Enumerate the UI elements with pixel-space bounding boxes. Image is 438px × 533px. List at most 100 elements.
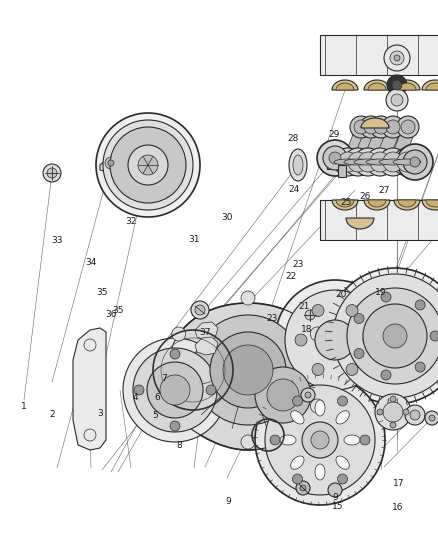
Polygon shape [332,80,358,90]
Polygon shape [336,83,354,90]
Circle shape [397,144,433,180]
Circle shape [383,152,403,172]
Circle shape [403,409,409,415]
Text: 30: 30 [221,213,233,222]
Circle shape [338,152,358,172]
Text: 28: 28 [287,134,298,143]
Text: 23: 23 [292,261,304,269]
Circle shape [110,127,186,203]
Circle shape [285,290,385,390]
Text: 24: 24 [289,185,300,193]
Circle shape [384,45,410,71]
Circle shape [334,148,362,176]
Circle shape [415,362,425,372]
Circle shape [123,338,227,442]
Text: 35: 35 [96,288,107,296]
Circle shape [241,435,255,449]
Circle shape [370,152,390,172]
Circle shape [270,435,280,445]
Circle shape [381,292,391,302]
Circle shape [315,320,355,360]
Circle shape [347,288,438,384]
Polygon shape [100,155,122,175]
Circle shape [108,160,114,166]
Circle shape [170,349,180,359]
Circle shape [425,411,438,425]
Circle shape [346,304,358,317]
Circle shape [329,152,341,164]
Circle shape [105,157,117,169]
Ellipse shape [291,456,304,469]
Circle shape [310,399,324,413]
Circle shape [302,422,338,458]
Circle shape [415,300,425,310]
Ellipse shape [289,149,307,181]
Circle shape [191,301,209,319]
Circle shape [160,375,190,405]
Polygon shape [361,118,389,128]
Text: 37: 37 [199,328,211,336]
Text: 5: 5 [152,411,159,420]
Text: 4: 4 [133,393,138,401]
Ellipse shape [293,155,303,175]
Polygon shape [368,83,386,90]
Polygon shape [364,80,390,90]
Text: 9: 9 [332,493,338,502]
Ellipse shape [280,435,296,445]
Text: 26: 26 [359,192,371,200]
Circle shape [172,327,186,341]
Circle shape [358,152,378,172]
Circle shape [310,327,324,341]
Circle shape [387,75,407,95]
Circle shape [374,120,388,134]
Text: 17: 17 [393,480,404,488]
Text: 6: 6 [155,393,161,401]
Ellipse shape [379,159,407,165]
Circle shape [397,116,419,138]
Bar [320,200,438,240]
Circle shape [210,332,286,408]
Circle shape [391,94,403,106]
Polygon shape [356,132,378,152]
Circle shape [382,116,404,138]
Bar [327,155,345,169]
Circle shape [397,152,417,172]
Circle shape [392,80,402,90]
Polygon shape [336,200,354,207]
Circle shape [296,481,310,495]
Circle shape [354,148,382,176]
Circle shape [390,422,396,428]
Circle shape [363,304,427,368]
Polygon shape [393,132,415,152]
Ellipse shape [336,456,349,469]
Circle shape [348,152,368,172]
Circle shape [265,385,375,495]
Polygon shape [332,200,358,210]
Circle shape [364,120,378,134]
Polygon shape [346,218,374,229]
Circle shape [47,168,57,178]
Bar [338,165,346,177]
Polygon shape [195,322,218,340]
Ellipse shape [344,159,372,165]
Ellipse shape [291,411,304,424]
Circle shape [223,345,273,395]
Circle shape [327,268,438,404]
Text: 29: 29 [328,131,339,139]
Circle shape [275,280,395,400]
Circle shape [354,313,364,324]
Circle shape [360,116,382,138]
Ellipse shape [315,400,325,416]
Circle shape [401,120,415,134]
Circle shape [381,370,391,380]
Circle shape [312,304,324,317]
Polygon shape [422,200,438,210]
Circle shape [311,431,329,449]
Circle shape [377,409,383,415]
Circle shape [134,385,144,395]
Circle shape [301,388,315,402]
Circle shape [305,392,311,398]
Circle shape [430,331,438,341]
Text: 23: 23 [266,314,277,323]
Polygon shape [195,337,218,355]
